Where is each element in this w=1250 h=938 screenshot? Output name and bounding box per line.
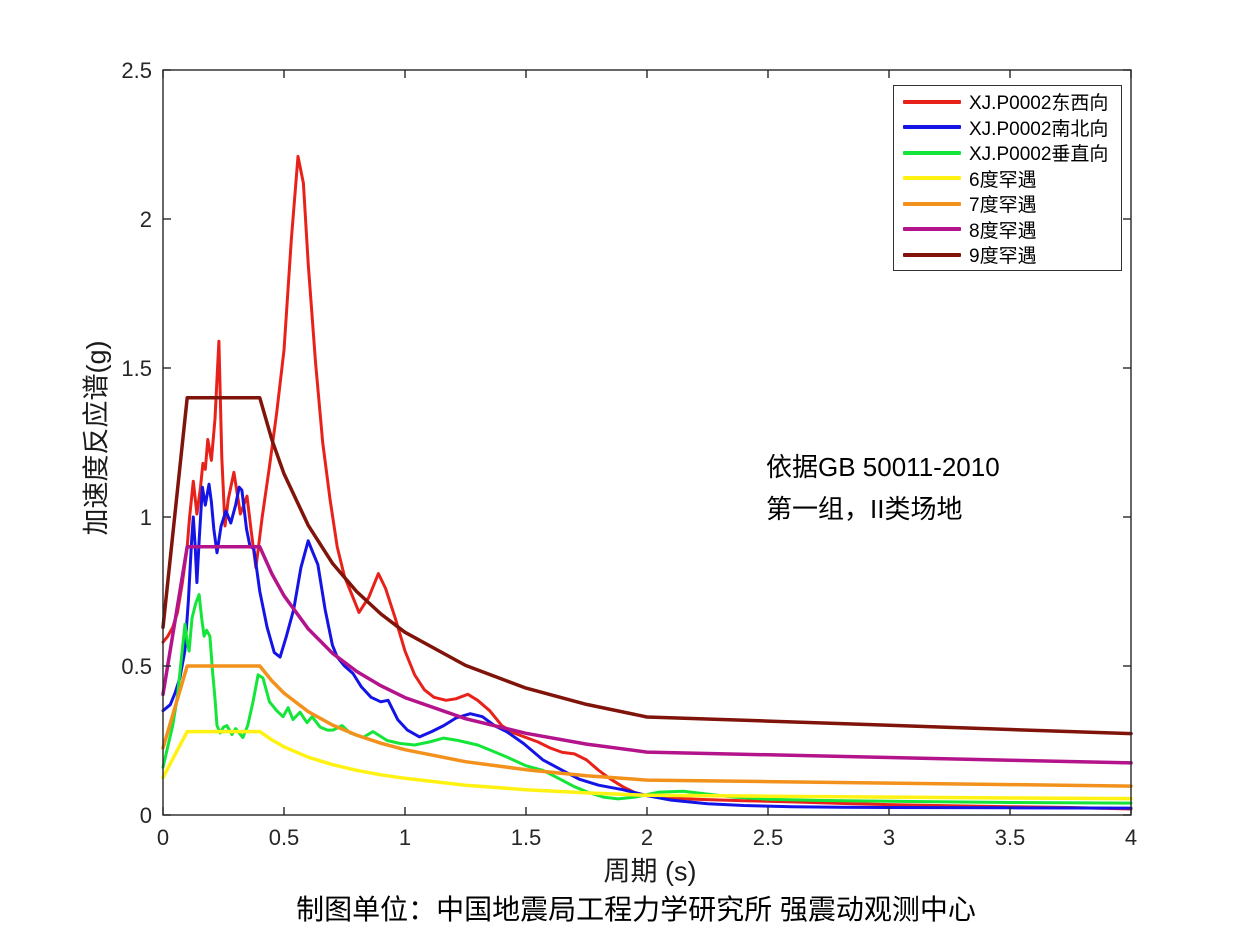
x-tick-label: 2.5 xyxy=(753,825,784,850)
y-tick-label: 2.5 xyxy=(121,58,152,83)
y-tick-label: 0.5 xyxy=(121,654,152,679)
x-tick-label: 0.5 xyxy=(269,825,300,850)
legend-line-swatch xyxy=(903,176,961,180)
legend-item-1: XJ.P0002南北向 xyxy=(894,115,1121,140)
y-tick-label: 1.5 xyxy=(121,356,152,381)
series-line-0 xyxy=(161,154,1133,811)
y-tick-label: 1 xyxy=(140,505,152,530)
legend-item-label: 7度罕遇 xyxy=(969,195,1037,216)
series-line-5 xyxy=(161,545,1133,765)
legend-line-swatch xyxy=(903,252,961,257)
legend-line-swatch xyxy=(903,227,961,231)
x-tick-label: 2 xyxy=(641,825,653,850)
annotation-line-1: 依据GB 50011-2010 xyxy=(766,452,1000,482)
legend-line-swatch xyxy=(903,99,961,104)
series-line-2 xyxy=(161,593,1133,805)
legend-item-0: XJ.P0002东西向 xyxy=(894,90,1121,114)
legend-line-swatch xyxy=(903,150,961,155)
legend-line-swatch xyxy=(903,201,961,206)
x-tick-label: 1.5 xyxy=(511,825,542,850)
legend-item-6: 9度罕遇 xyxy=(894,243,1121,267)
legend-item-label: XJ.P0002南北向 xyxy=(969,118,1109,140)
x-tick-label: 0 xyxy=(157,825,169,850)
x-tick-label: 1 xyxy=(399,825,411,850)
x-tick-label: 3.5 xyxy=(995,825,1026,850)
series-line-3 xyxy=(161,729,1133,801)
legend-line-swatch xyxy=(903,125,961,129)
legend-item-label: 9度罕遇 xyxy=(969,246,1037,267)
series-line-4 xyxy=(161,664,1133,788)
y-tick-label: 2 xyxy=(140,207,152,232)
x-tick-label: 4 xyxy=(1125,825,1137,850)
caption: 制图单位：中国地震局工程力学研究所 强震动观测中心 xyxy=(296,894,976,925)
legend-item-label: XJ.P0002垂直向 xyxy=(969,144,1109,165)
code-annotation: 依据GB 50011-2010 第一组，II类场地 xyxy=(766,446,1000,530)
legend-item-2: XJ.P0002垂直向 xyxy=(894,141,1121,165)
legend-item-5: 8度罕遇 xyxy=(894,217,1121,242)
y-tick-label: 0 xyxy=(140,803,152,828)
y-axis-label: 加速度反应谱(g) xyxy=(81,340,112,536)
legend-item-3: 6度罕遇 xyxy=(894,166,1121,191)
legend-item-label: 8度罕遇 xyxy=(969,220,1037,242)
legend-item-label: XJ.P0002东西向 xyxy=(969,93,1109,114)
x-axis-label: 周期 (s) xyxy=(603,856,697,887)
legend: XJ.P0002东西向 XJ.P0002南北向 XJ.P0002垂直向 6度罕遇 7度罕… xyxy=(893,85,1122,271)
series-line-6 xyxy=(161,396,1133,736)
x-tick-label: 3 xyxy=(883,825,895,850)
annotation-line-2: 第一组，II类场地 xyxy=(766,494,963,524)
legend-item-label: 6度罕遇 xyxy=(969,169,1037,191)
legend-item-4: 7度罕遇 xyxy=(894,192,1121,216)
